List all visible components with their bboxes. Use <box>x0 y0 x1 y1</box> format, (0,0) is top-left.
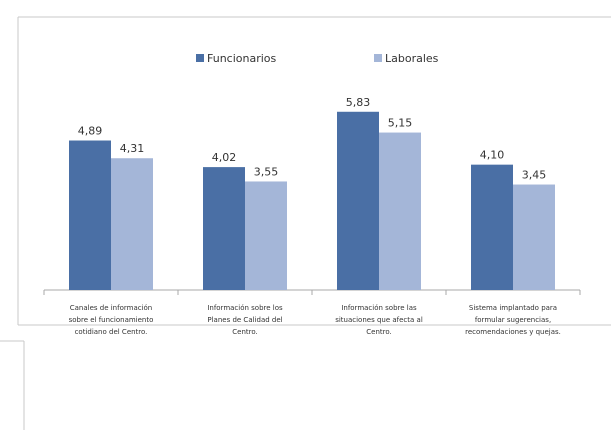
category-label-line: formular sugerencias, <box>475 316 551 324</box>
bar-funcionarios-1 <box>69 140 111 290</box>
bar-laborales-2 <box>245 181 287 290</box>
category-label-line: cotidiano del Centro. <box>75 328 148 336</box>
bar-funcionarios-2 <box>203 167 245 290</box>
data-label-laborales-2: 3,55 <box>254 165 279 178</box>
legend-swatch-funcionarios <box>196 54 204 62</box>
bar-laborales-4 <box>513 184 555 290</box>
category-label-1: Canales de información sobre el funcionam… <box>69 304 154 336</box>
data-labels-group: 4,89 4,31 4,02 3,55 5,83 5,15 4,10 3,45 <box>78 96 547 182</box>
category-label-line: sobre el funcionamiento <box>69 316 154 324</box>
bar-funcionarios-3 <box>337 111 379 290</box>
bar-laborales-3 <box>379 132 421 290</box>
data-label-funcionarios-4: 4,10 <box>480 149 505 162</box>
category-label-line: Centro. <box>232 328 257 336</box>
bars-group <box>69 111 555 290</box>
category-label-line: Sistema implantado para <box>469 304 557 312</box>
category-label-line: Centro. <box>366 328 391 336</box>
data-label-laborales-1: 4,31 <box>120 142 145 155</box>
data-label-funcionarios-2: 4,02 <box>212 151 237 164</box>
category-label-line: Información sobre las <box>341 304 417 312</box>
legend-swatch-laborales <box>374 54 382 62</box>
data-label-laborales-3: 5,15 <box>388 117 413 130</box>
data-label-laborales-4: 3,45 <box>522 169 547 182</box>
legend-label-funcionarios: Funcionarios <box>207 52 277 65</box>
category-labels-group: Canales de información sobre el funcionam… <box>69 304 561 336</box>
tick-group <box>43 290 581 295</box>
category-label-line: Información sobre los <box>207 304 283 312</box>
bar-funcionarios-4 <box>471 164 513 290</box>
category-label-line: situaciones que afecta al <box>335 316 423 324</box>
category-label-3: Información sobre las situaciones que afe… <box>335 304 423 336</box>
category-label-4: Sistema implantado para formular sugerenc… <box>465 304 561 336</box>
category-label-line: recomendaciones y quejas. <box>465 328 561 336</box>
data-label-funcionarios-1: 4,89 <box>78 125 103 138</box>
bar-laborales-1 <box>111 158 153 290</box>
data-label-funcionarios-3: 5,83 <box>346 96 371 109</box>
category-label-line: Canales de información <box>70 304 153 312</box>
category-label-line: Planes de Calidad del <box>207 316 282 324</box>
legend: Funcionarios Laborales <box>196 52 439 65</box>
category-label-2: Información sobre los Planes de Calidad d… <box>207 304 283 336</box>
legend-label-laborales: Laborales <box>385 52 439 65</box>
